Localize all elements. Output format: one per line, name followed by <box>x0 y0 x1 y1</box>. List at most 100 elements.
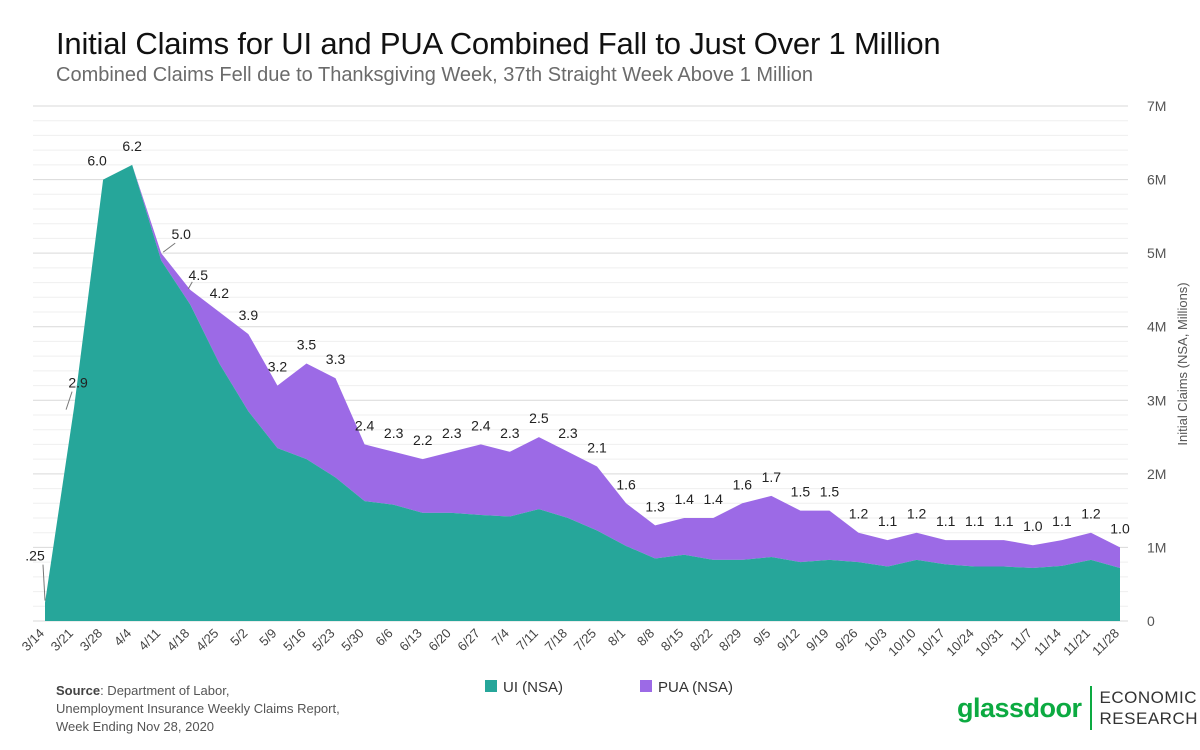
leader-line <box>65 391 73 410</box>
x-tick-label: 4/4 <box>111 626 134 649</box>
total-label: .25 <box>25 548 45 564</box>
y-tick-label: 7M <box>1147 98 1166 114</box>
x-tick-label: 5/2 <box>227 626 250 649</box>
glassdoor-brand: glassdoor ECONOMIC RESEARCH <box>957 684 1198 732</box>
total-label: 3.5 <box>297 337 317 353</box>
glassdoor-logo: glassdoor <box>957 692 1082 723</box>
x-tick-label: 8/15 <box>658 626 687 655</box>
total-label: 1.6 <box>733 476 753 492</box>
x-tick-label: 11/7 <box>1007 626 1035 654</box>
total-label: 2.3 <box>558 425 578 441</box>
total-label: 1.6 <box>616 476 636 492</box>
x-tick-label: 8/1 <box>605 626 628 649</box>
total-label: 1.1 <box>1052 513 1072 529</box>
x-tick-label: 4/11 <box>136 626 164 654</box>
x-tick-label: 10/10 <box>885 626 919 660</box>
x-tick-label: 11/21 <box>1060 626 1093 659</box>
x-tick-label: 8/8 <box>634 626 657 649</box>
x-tick-label: 3/14 <box>19 626 48 655</box>
y-tick-label: 0 <box>1147 613 1155 629</box>
x-tick-label: 10/24 <box>943 626 977 660</box>
total-label: 6.0 <box>87 153 107 169</box>
total-label: 2.3 <box>500 425 520 441</box>
x-tick-label: 6/6 <box>372 626 395 649</box>
source-text: : Department of Labor, <box>100 683 230 698</box>
source-label: Source <box>56 683 101 698</box>
total-label: 1.1 <box>936 513 956 529</box>
x-tick-label: 5/23 <box>309 626 338 655</box>
total-label: 6.2 <box>122 138 142 154</box>
total-label: 3.2 <box>268 359 288 375</box>
legend-swatch <box>485 680 497 692</box>
total-label: 1.1 <box>965 513 985 529</box>
x-tick-label: 4/25 <box>193 626 222 655</box>
leader-line <box>187 281 193 290</box>
leader-line <box>42 564 46 601</box>
legend-label: PUA (NSA) <box>658 679 733 696</box>
x-tick-label: 7/11 <box>513 626 541 654</box>
total-label: 1.2 <box>1081 506 1101 522</box>
x-tick-label: 8/29 <box>716 626 745 655</box>
x-tick-label: 5/30 <box>338 626 367 655</box>
total-label: 2.9 <box>68 375 88 391</box>
total-label: 1.4 <box>674 491 694 507</box>
total-label: 2.2 <box>413 432 433 448</box>
x-tick-label: 11/14 <box>1031 626 1064 659</box>
chart-title: Initial Claims for UI and PUA Combined F… <box>56 26 941 61</box>
brand-line-2: RESEARCH <box>1099 709 1198 728</box>
x-tick-label: 7/18 <box>542 626 571 655</box>
total-label: 1.5 <box>820 484 840 500</box>
ui-area <box>45 164 1120 621</box>
total-label: 1.4 <box>704 491 724 507</box>
legend-label: UI (NSA) <box>503 679 563 696</box>
total-label: 1.1 <box>878 513 898 529</box>
total-label: 3.9 <box>239 307 259 323</box>
x-tick-label: 8/22 <box>687 626 716 655</box>
y-tick-label: 5M <box>1147 245 1166 261</box>
pua-area <box>45 164 1120 603</box>
total-label: 1.0 <box>1110 520 1130 536</box>
x-tick-label: 9/12 <box>774 626 803 655</box>
leader-line <box>162 242 176 253</box>
x-tick-label: 10/31 <box>972 626 1006 660</box>
total-label: 1.1 <box>994 513 1014 529</box>
x-tick-label: 6/27 <box>454 626 483 655</box>
brand-line-1: ECONOMIC <box>1099 688 1198 707</box>
x-tick-label: 4/18 <box>164 626 193 655</box>
total-label: 3.3 <box>326 351 346 367</box>
total-label: 2.3 <box>384 425 404 441</box>
total-label: 2.5 <box>529 410 549 426</box>
total-label: 1.5 <box>791 484 811 500</box>
brand-divider <box>1089 686 1092 730</box>
x-tick-label: 9/5 <box>750 626 773 649</box>
total-label: 4.2 <box>210 285 230 301</box>
total-label: 4.5 <box>189 267 209 283</box>
legend-swatch <box>640 680 652 692</box>
total-label: 1.0 <box>1023 518 1043 534</box>
y-axis-title: Initial Claims (NSA, Millions) <box>1175 282 1190 445</box>
total-label: 1.2 <box>849 506 869 522</box>
x-tick-label: 10/17 <box>914 626 948 660</box>
total-label: 2.4 <box>355 417 375 433</box>
total-label: 1.7 <box>762 469 782 485</box>
x-tick-label: 7/4 <box>489 626 512 649</box>
y-tick-label: 6M <box>1147 172 1166 188</box>
total-label: 5.0 <box>171 226 191 242</box>
brand-subtitle: ECONOMIC RESEARCH <box>1100 687 1198 729</box>
source-line-2: Unemployment Insurance Weekly Claims Rep… <box>56 701 340 716</box>
x-tick-label: 3/28 <box>77 626 106 655</box>
chart-subtitle: Combined Claims Fell due to Thanksgiving… <box>56 64 814 86</box>
x-tick-label: 5/16 <box>280 626 309 655</box>
x-tick-label: 6/13 <box>396 626 425 655</box>
total-label: 2.4 <box>471 417 491 433</box>
y-tick-label: 3M <box>1147 392 1166 408</box>
total-label: 2.1 <box>587 440 607 456</box>
x-tick-label: 11/28 <box>1089 626 1122 659</box>
y-tick-label: 1M <box>1147 539 1166 555</box>
x-tick-label: 9/26 <box>832 626 861 655</box>
source-note: Source: Department of Labor, Unemploymen… <box>56 682 340 736</box>
y-tick-label: 2M <box>1147 466 1166 482</box>
y-tick-label: 4M <box>1147 319 1166 335</box>
x-tick-label: 7/25 <box>571 626 600 655</box>
